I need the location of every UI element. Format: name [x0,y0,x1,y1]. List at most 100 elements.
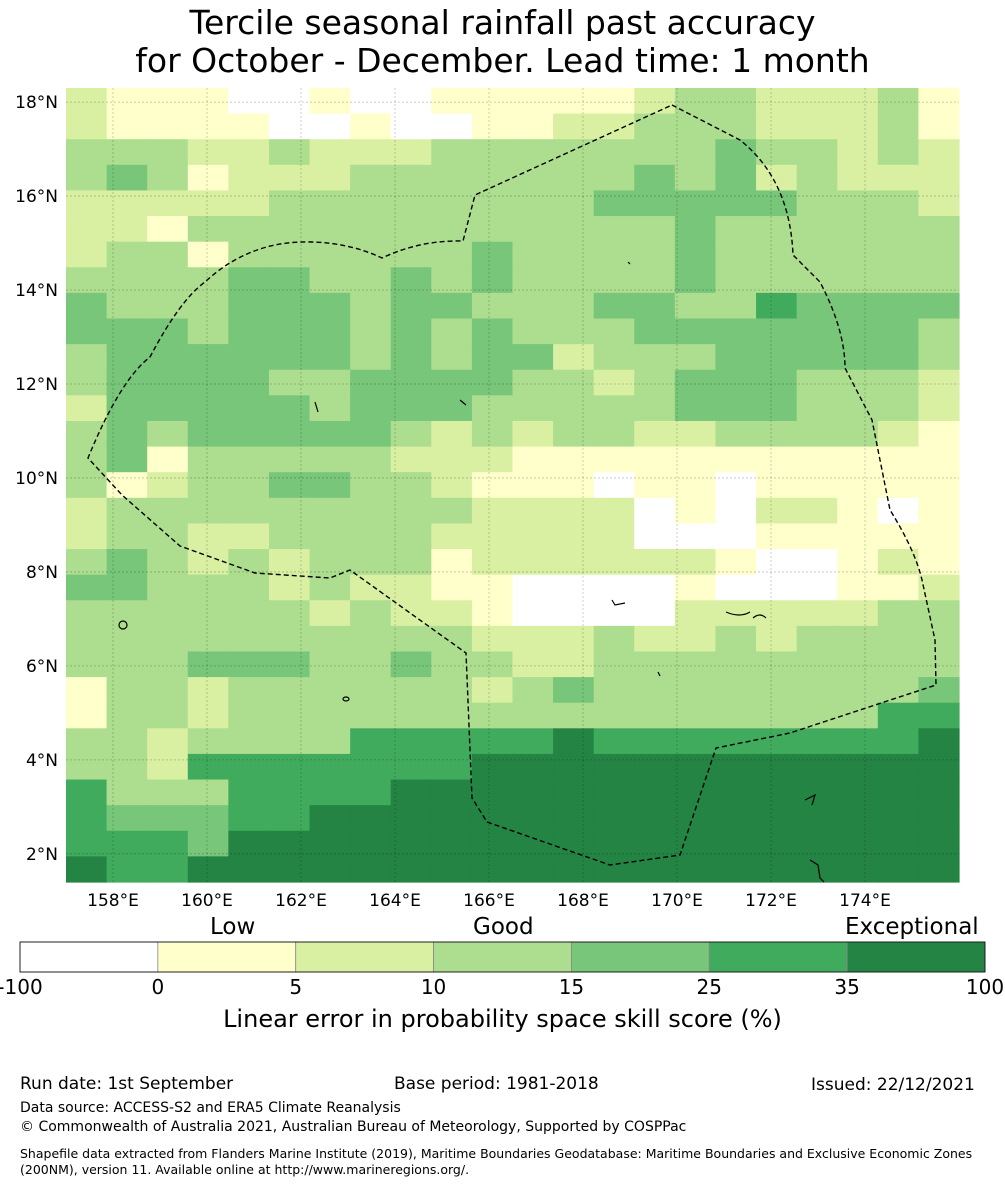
skill-cell [66,395,108,422]
shapefile-credit: Shapefile data extracted from Flanders M… [20,1146,973,1177]
skill-cell [837,88,879,115]
skill-cell [228,446,270,473]
skill-cell [756,164,798,192]
skill-cell [837,651,879,678]
skill-cell [756,497,798,525]
skill-cell [390,216,432,243]
colorbar-title: Linear error in probability space skill … [223,1005,782,1033]
skill-cell [593,292,635,320]
skill-cell [431,292,473,320]
skill-cell [918,497,960,525]
skill-cell [66,472,108,499]
lat-tick-label: 10°N [15,469,58,489]
skill-cell [66,805,108,832]
skill-cell [634,344,676,371]
skill-cell [512,369,554,396]
skill-cell [512,113,554,140]
colorbar-tick-label: 25 [696,975,723,999]
skill-cell [309,702,351,729]
skill-cell [431,446,473,473]
skill-cell [268,267,311,294]
skill-grid [66,88,960,883]
skill-cell [350,779,392,806]
skill-cell [512,574,554,601]
skill-cell [553,779,595,806]
skill-cell [837,830,879,857]
skill-cell [309,600,351,627]
skill-cell [593,574,635,601]
skill-cell [756,753,798,781]
skill-cell [877,625,920,653]
skill-cell [877,318,920,345]
skill-cell [309,267,351,294]
skill-cell [187,472,229,499]
skill-cell [918,677,960,704]
skill-cell [877,292,920,320]
skill-cell [228,420,270,448]
skill-cell [187,369,229,396]
skill-cell [106,241,148,268]
skill-cell [796,420,838,448]
skill-cell [106,164,148,192]
skill-cell [674,395,717,422]
skill-cell [431,830,473,857]
skill-cell [228,292,270,320]
skill-cell [512,420,554,448]
skill-cell [228,497,270,525]
skill-cell [66,241,108,268]
skill-cell [715,600,757,627]
skill-cell [390,292,432,320]
skill-cell [471,113,514,140]
skill-cell [634,779,676,806]
skill-cell [918,753,960,781]
skill-cell [593,88,635,115]
skill-cell [634,164,676,192]
skill-cell [66,856,108,883]
skill-cell [553,88,595,115]
skill-cell [66,190,108,217]
skill-cell [106,292,148,320]
skill-cell [471,600,514,627]
skill-cell [350,446,392,473]
skill-cell [756,677,798,704]
skill-cell [106,139,148,166]
skill-cell [66,779,108,806]
lon-tick-label: 174°E [839,891,891,911]
skill-cell [837,600,879,627]
skill-cell [918,113,960,140]
skill-cell [268,369,311,396]
skill-cell [877,856,920,883]
skill-cell [756,856,798,883]
skill-cell [877,164,920,192]
skill-cell [553,113,595,140]
skill-cell [106,702,148,729]
skill-cell [431,139,473,166]
skill-cell [553,472,595,499]
skill-cell [674,753,717,781]
skill-cell [715,139,757,166]
skill-cell [674,344,717,371]
skill-cell [228,113,270,140]
skill-cell [715,267,757,294]
skill-cell [796,88,838,115]
lon-tick-label: 164°E [369,891,421,911]
colorbar-swatch [295,941,434,973]
skill-cell [877,420,920,448]
skill-cell [268,728,311,755]
colorbar-swatch [19,941,159,973]
skill-cell [390,344,432,371]
skill-cell [471,318,514,345]
skill-cell [147,600,189,627]
skill-cell [715,369,757,396]
skill-cell [471,267,514,294]
skill-cell [593,472,635,499]
skill-cell [593,216,635,243]
skill-cell [309,472,351,499]
skill-cell [309,497,351,525]
skill-cell [553,497,595,525]
skill-cell [837,164,879,192]
skill-cell [796,267,838,294]
colorbar-label-low: Low [210,914,256,940]
skill-cell [431,625,473,653]
skill-cell [66,523,108,550]
